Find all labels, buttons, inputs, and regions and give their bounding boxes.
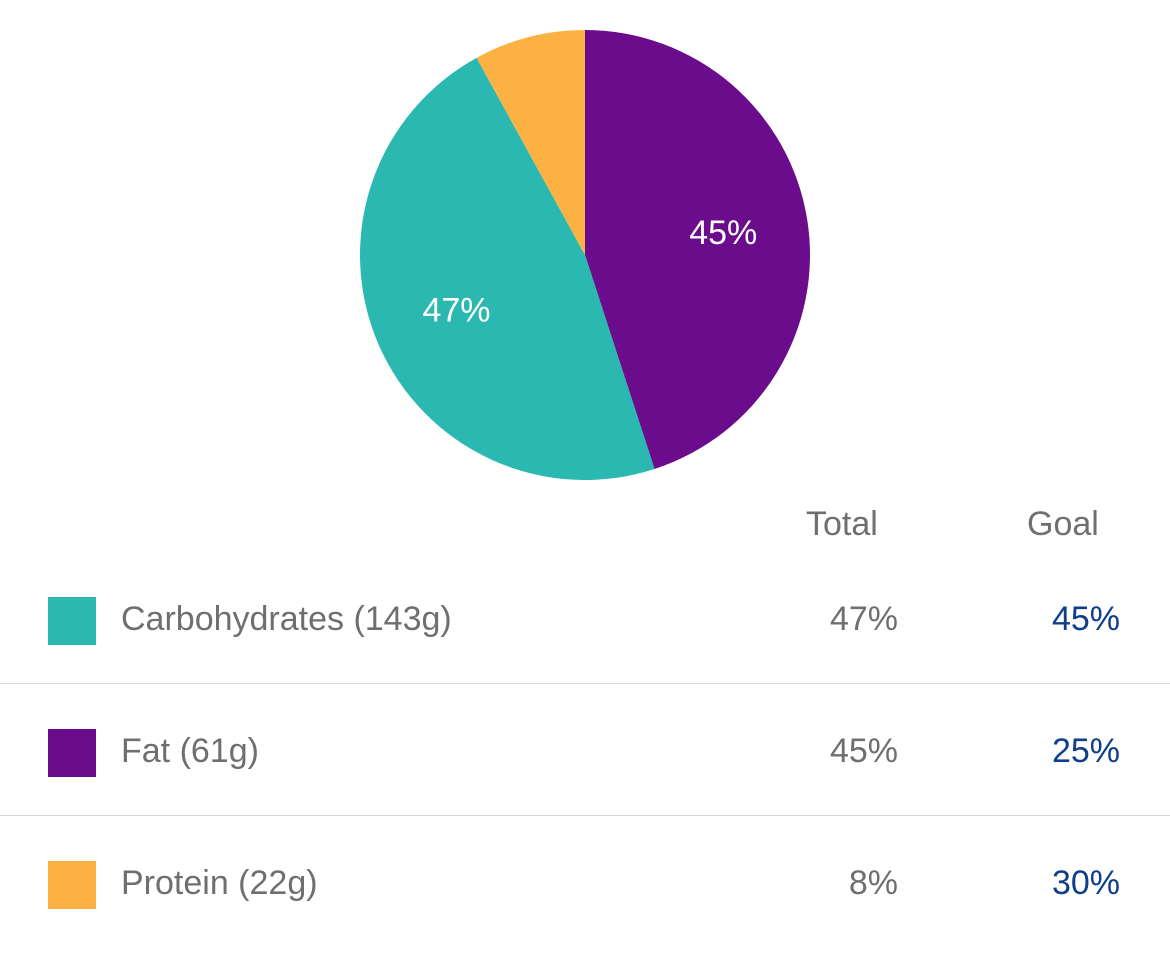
protein-label: Protein (22g) bbox=[121, 864, 318, 902]
macro-row-carbohydrates[interactable]: Carbohydrates (143g) 47% 45% bbox=[0, 552, 1170, 684]
fat-label: Fat (61g) bbox=[121, 732, 259, 770]
pie-slice-carbohydrates[interactable] bbox=[360, 57, 655, 481]
protein-color-swatch bbox=[48, 861, 96, 909]
row-divider bbox=[0, 815, 1170, 816]
carbohydrates-goal: 45% bbox=[1051, 600, 1120, 638]
fat-total: 45% bbox=[829, 732, 898, 770]
carbohydrates-total: 47% bbox=[829, 600, 898, 638]
macro-row-protein[interactable]: Protein (22g) 8% 30% bbox=[0, 816, 1170, 948]
total-column-header: Total bbox=[806, 505, 878, 543]
protein-total: 8% bbox=[848, 864, 898, 902]
fat-color-swatch bbox=[48, 729, 96, 777]
macro-pie-chart: 45% 47% bbox=[360, 30, 811, 481]
carbohydrates-color-swatch bbox=[48, 597, 96, 645]
row-divider bbox=[0, 683, 1170, 684]
pie-label-fat: 45% bbox=[689, 214, 757, 252]
pie-label-carbohydrates: 47% bbox=[422, 292, 490, 330]
fat-goal: 25% bbox=[1051, 732, 1120, 770]
carbohydrates-label: Carbohydrates (143g) bbox=[121, 600, 452, 638]
macro-row-fat[interactable]: Fat (61g) 45% 25% bbox=[0, 684, 1170, 816]
pie-slice-fat[interactable] bbox=[585, 30, 811, 469]
goal-column-header: Goal bbox=[1027, 505, 1099, 543]
protein-goal: 30% bbox=[1051, 864, 1120, 902]
pie-slice-protein[interactable] bbox=[476, 30, 585, 255]
